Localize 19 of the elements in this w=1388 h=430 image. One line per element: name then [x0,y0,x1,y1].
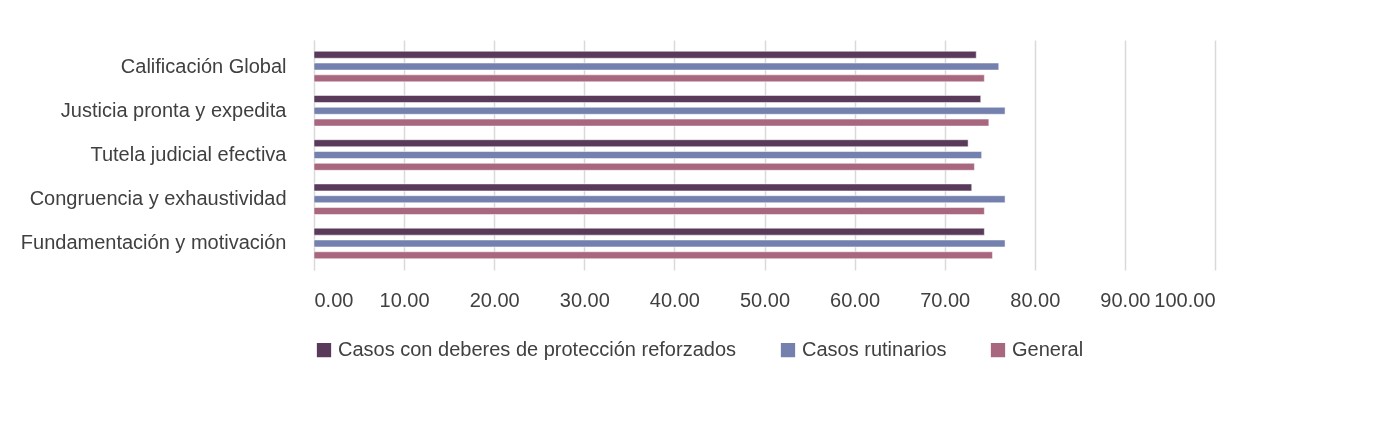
y-tick-label: Fundamentación y motivación [20,231,287,254]
x-tick-label: 50.00 [739,288,791,311]
x-tick-label: 0.00 [314,288,354,311]
x-tick-label: 30.00 [559,288,610,311]
x-tick-label: 20.00 [469,288,520,311]
legend-label: Casos rutinarios [802,338,947,361]
y-tick-label: Justicia pronta y expedita [60,98,288,121]
legend-label: Casos con deberes de protección reforzados [338,338,737,361]
x-tick-label: 40.00 [649,288,700,311]
y-tick-label: Tutela judicial efectiva [90,143,288,165]
x-tick-label: 90.00 [1100,288,1151,311]
y-tick-label: Calificación Global [120,54,287,77]
y-tick-label: Congruencia y exhaustividad [29,187,287,210]
x-tick-label: 100.00 [1154,288,1216,311]
legend-label: General [1012,338,1084,361]
x-tick-label: 80.00 [1010,288,1061,311]
x-tick-label: 70.00 [920,288,971,311]
x-tick-label: 60.00 [830,288,881,311]
x-tick-label: 10.00 [379,288,430,311]
